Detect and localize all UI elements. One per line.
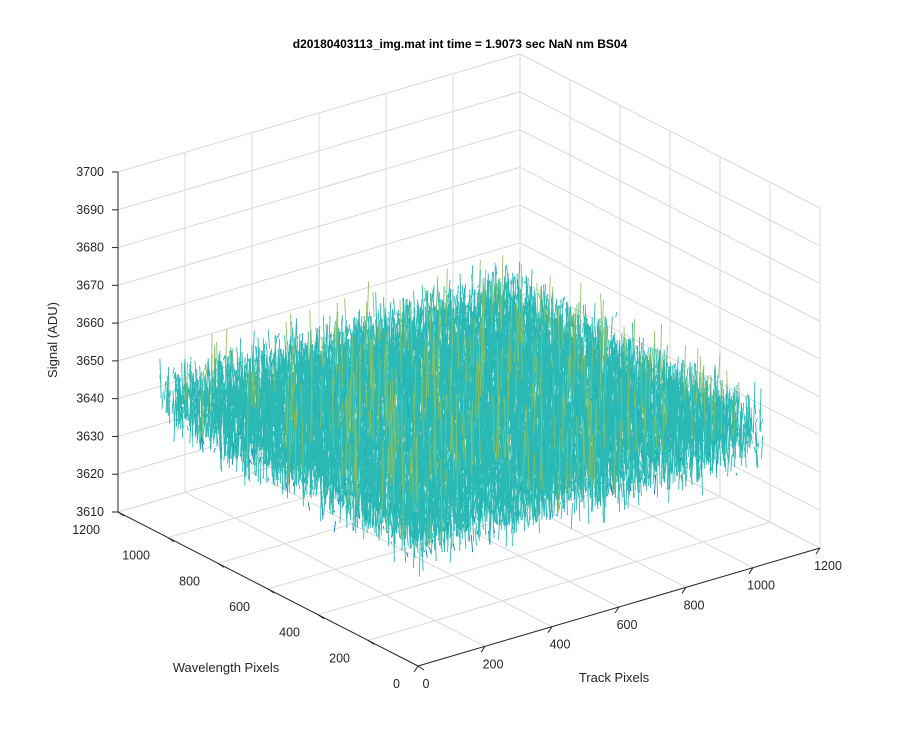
y-tick-mark — [167, 537, 175, 543]
x-tick-label: 1200 — [814, 559, 842, 573]
back-wall-gridline — [117, 91, 521, 211]
y-tick-mark — [367, 639, 375, 645]
z-tick-label: 3660 — [76, 316, 104, 330]
y-tick-label: 1000 — [122, 549, 150, 563]
x-tick-mark — [480, 646, 486, 653]
floor-gridline — [317, 496, 721, 616]
y-axis-label: Wavelength Pixels — [173, 660, 280, 675]
tick-labels: 0 200 400 600 800 1000 1200 0 200 400 600 800 1000 12… — [72, 165, 842, 691]
z-tick-label: 3620 — [76, 467, 104, 481]
side-wall-gridline — [519, 204, 821, 360]
y-tick-mark — [417, 665, 425, 671]
x-axis-label: Track Pixels — [579, 670, 650, 685]
y-tick-mark — [117, 511, 125, 517]
y-tick-label: 0 — [393, 677, 400, 691]
y-tick-label: 600 — [229, 600, 250, 614]
z-tick-label: 3630 — [76, 429, 104, 443]
x-tick-mark — [413, 665, 419, 673]
z-tick-label: 3640 — [76, 392, 104, 406]
z-axis-label: Signal (ADU) — [45, 302, 60, 378]
back-wall-gridline — [117, 53, 521, 173]
y-tick-label: 200 — [329, 651, 350, 665]
x-tick-label: 600 — [617, 618, 638, 632]
x-tick-label: 200 — [483, 657, 504, 671]
y-tick-mark — [267, 588, 275, 594]
side-wall-gridline — [519, 166, 821, 322]
z-tick-label: 3650 — [76, 354, 104, 368]
side-wall-gridline — [519, 129, 821, 285]
chart-axes — [112, 171, 821, 673]
side-wall-gridline — [519, 242, 821, 398]
x-tick-mark — [614, 606, 620, 614]
z-tick-label: 3670 — [76, 278, 104, 292]
x-tick-mark — [547, 626, 553, 633]
back-wall-gridline — [117, 242, 521, 362]
y-tick-label: 800 — [179, 574, 200, 588]
y-tick-mark — [217, 562, 225, 568]
chart-title: d20180403113_img.mat int time = 1.9073 s… — [293, 37, 628, 51]
y-tick-label: 400 — [279, 626, 300, 640]
surface-midhigh-values — [185, 255, 741, 547]
x-tick-mark — [748, 567, 754, 574]
side-wall-gridline — [519, 91, 821, 247]
surface-data — [159, 255, 764, 577]
x-tick-mark — [815, 547, 821, 555]
side-wall-gridline — [519, 280, 821, 436]
z-tick-label: 3700 — [76, 165, 104, 179]
z-tick-label: 3690 — [76, 203, 104, 217]
x-tick-label: 400 — [550, 638, 571, 652]
x-tick-label: 800 — [684, 598, 705, 612]
back-wall-gridline — [117, 166, 521, 286]
x-tick-label: 0 — [423, 677, 430, 691]
floor-gridline — [367, 521, 771, 641]
y-tick-label: 1200 — [72, 523, 100, 537]
x-tick-mark — [681, 587, 687, 594]
back-wall-gridline — [117, 129, 521, 249]
surface-mid-values — [159, 261, 764, 577]
z-tick-label: 3680 — [76, 241, 104, 255]
y-tick-mark — [317, 614, 325, 620]
back-wall-gridline — [117, 204, 521, 324]
z-tick-label: 3610 — [76, 505, 104, 519]
x-tick-label: 1000 — [747, 579, 775, 593]
side-wall-gridline — [519, 53, 821, 209]
